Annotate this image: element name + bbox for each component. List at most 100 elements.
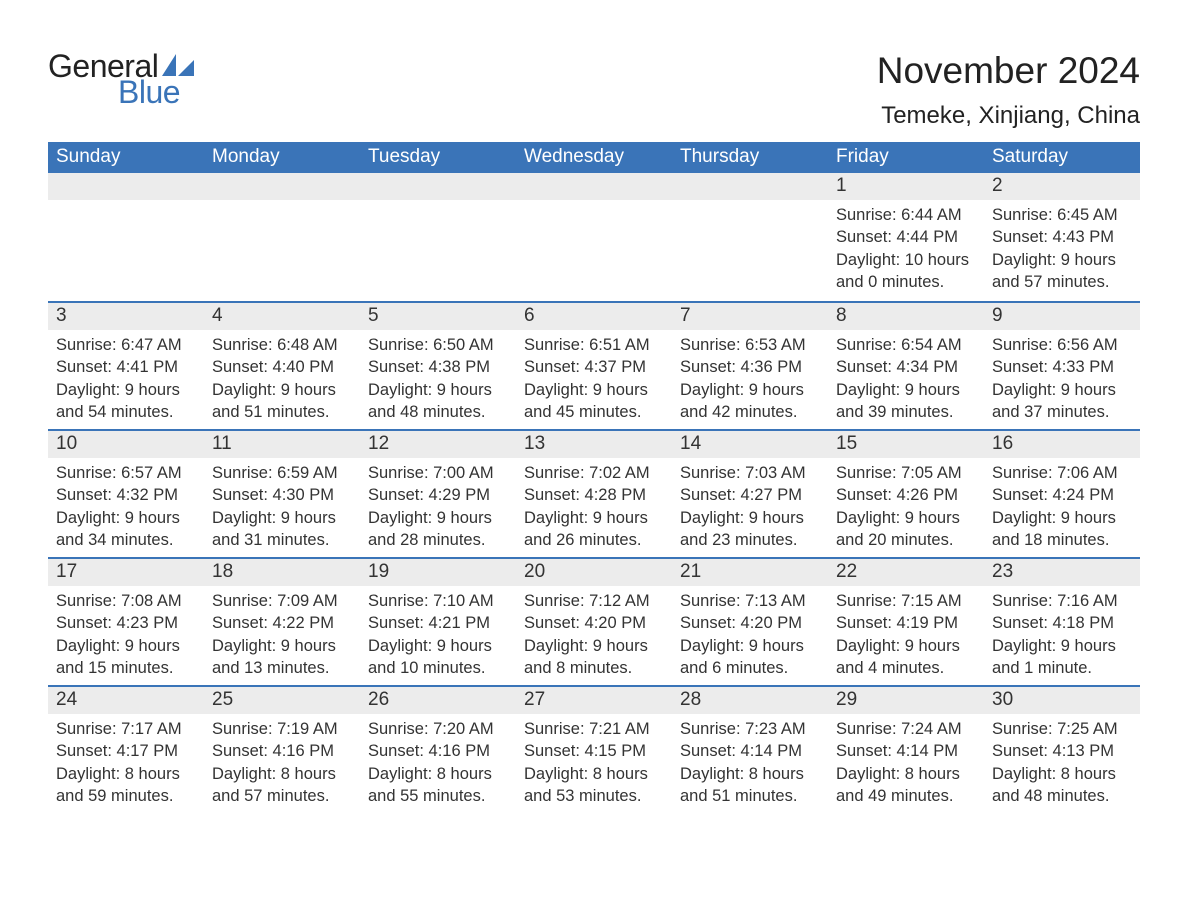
day-dl1: Daylight: 8 hours <box>368 763 508 785</box>
day-dl1: Daylight: 8 hours <box>680 763 820 785</box>
day-sunset: Sunset: 4:32 PM <box>56 484 196 506</box>
day-dl2: and 51 minutes. <box>680 785 820 807</box>
day-sunset: Sunset: 4:41 PM <box>56 356 196 378</box>
day-body: Sunrise: 7:19 AMSunset: 4:16 PMDaylight:… <box>204 714 360 813</box>
day-sunrise: Sunrise: 7:05 AM <box>836 462 976 484</box>
day-number <box>672 173 828 200</box>
day-dl2: and 49 minutes. <box>836 785 976 807</box>
day-body: Sunrise: 6:47 AMSunset: 4:41 PMDaylight:… <box>48 330 204 429</box>
day-dl2: and 26 minutes. <box>524 529 664 551</box>
day-cell: 17Sunrise: 7:08 AMSunset: 4:23 PMDayligh… <box>48 559 204 685</box>
day-dl2: and 23 minutes. <box>680 529 820 551</box>
day-body: Sunrise: 7:08 AMSunset: 4:23 PMDaylight:… <box>48 586 204 685</box>
day-dl1: Daylight: 9 hours <box>56 635 196 657</box>
day-dl2: and 8 minutes. <box>524 657 664 679</box>
day-cell <box>516 173 672 301</box>
day-body: Sunrise: 7:16 AMSunset: 4:18 PMDaylight:… <box>984 586 1140 685</box>
day-body: Sunrise: 7:25 AMSunset: 4:13 PMDaylight:… <box>984 714 1140 813</box>
day-cell: 27Sunrise: 7:21 AMSunset: 4:15 PMDayligh… <box>516 687 672 813</box>
day-sunrise: Sunrise: 7:02 AM <box>524 462 664 484</box>
day-sunrise: Sunrise: 6:59 AM <box>212 462 352 484</box>
day-sunset: Sunset: 4:19 PM <box>836 612 976 634</box>
day-number <box>204 173 360 200</box>
day-sunrise: Sunrise: 7:03 AM <box>680 462 820 484</box>
day-body: Sunrise: 6:50 AMSunset: 4:38 PMDaylight:… <box>360 330 516 429</box>
day-dl2: and 13 minutes. <box>212 657 352 679</box>
day-sunset: Sunset: 4:22 PM <box>212 612 352 634</box>
day-dl1: Daylight: 9 hours <box>836 379 976 401</box>
day-dl1: Daylight: 8 hours <box>836 763 976 785</box>
day-body: Sunrise: 6:56 AMSunset: 4:33 PMDaylight:… <box>984 330 1140 429</box>
day-sunrise: Sunrise: 6:44 AM <box>836 204 976 226</box>
day-cell: 20Sunrise: 7:12 AMSunset: 4:20 PMDayligh… <box>516 559 672 685</box>
day-body: Sunrise: 7:20 AMSunset: 4:16 PMDaylight:… <box>360 714 516 813</box>
day-sunrise: Sunrise: 7:09 AM <box>212 590 352 612</box>
day-number <box>360 173 516 200</box>
day-sunset: Sunset: 4:13 PM <box>992 740 1132 762</box>
day-body: Sunrise: 6:57 AMSunset: 4:32 PMDaylight:… <box>48 458 204 557</box>
day-body: Sunrise: 7:10 AMSunset: 4:21 PMDaylight:… <box>360 586 516 685</box>
day-cell: 15Sunrise: 7:05 AMSunset: 4:26 PMDayligh… <box>828 431 984 557</box>
week-row: 24Sunrise: 7:17 AMSunset: 4:17 PMDayligh… <box>48 685 1140 813</box>
day-cell: 18Sunrise: 7:09 AMSunset: 4:22 PMDayligh… <box>204 559 360 685</box>
day-cell <box>204 173 360 301</box>
day-dl2: and 48 minutes. <box>992 785 1132 807</box>
day-sunrise: Sunrise: 7:15 AM <box>836 590 976 612</box>
day-number: 23 <box>984 559 1140 586</box>
day-body: Sunrise: 7:09 AMSunset: 4:22 PMDaylight:… <box>204 586 360 685</box>
brand-logo: General Blue <box>48 50 194 108</box>
day-cell <box>48 173 204 301</box>
day-number: 9 <box>984 303 1140 330</box>
day-number <box>516 173 672 200</box>
day-body: Sunrise: 7:21 AMSunset: 4:15 PMDaylight:… <box>516 714 672 813</box>
day-dl1: Daylight: 8 hours <box>992 763 1132 785</box>
day-number: 8 <box>828 303 984 330</box>
day-dl1: Daylight: 9 hours <box>56 507 196 529</box>
day-sunrise: Sunrise: 7:21 AM <box>524 718 664 740</box>
day-number: 28 <box>672 687 828 714</box>
day-number: 7 <box>672 303 828 330</box>
day-dl1: Daylight: 9 hours <box>680 507 820 529</box>
day-sunset: Sunset: 4:26 PM <box>836 484 976 506</box>
day-body: Sunrise: 7:23 AMSunset: 4:14 PMDaylight:… <box>672 714 828 813</box>
day-body: Sunrise: 7:03 AMSunset: 4:27 PMDaylight:… <box>672 458 828 557</box>
day-sunset: Sunset: 4:20 PM <box>680 612 820 634</box>
day-sunrise: Sunrise: 7:19 AM <box>212 718 352 740</box>
day-body: Sunrise: 7:02 AMSunset: 4:28 PMDaylight:… <box>516 458 672 557</box>
day-cell <box>672 173 828 301</box>
day-sunset: Sunset: 4:29 PM <box>368 484 508 506</box>
dow-cell: Saturday <box>984 142 1140 173</box>
day-dl1: Daylight: 8 hours <box>56 763 196 785</box>
day-body: Sunrise: 6:51 AMSunset: 4:37 PMDaylight:… <box>516 330 672 429</box>
week-row: 17Sunrise: 7:08 AMSunset: 4:23 PMDayligh… <box>48 557 1140 685</box>
day-sunset: Sunset: 4:37 PM <box>524 356 664 378</box>
day-cell: 24Sunrise: 7:17 AMSunset: 4:17 PMDayligh… <box>48 687 204 813</box>
day-dl2: and 55 minutes. <box>368 785 508 807</box>
day-body: Sunrise: 6:54 AMSunset: 4:34 PMDaylight:… <box>828 330 984 429</box>
day-sunrise: Sunrise: 6:54 AM <box>836 334 976 356</box>
day-sunrise: Sunrise: 7:06 AM <box>992 462 1132 484</box>
day-body: Sunrise: 7:06 AMSunset: 4:24 PMDaylight:… <box>984 458 1140 557</box>
day-dl2: and 34 minutes. <box>56 529 196 551</box>
day-body: Sunrise: 7:05 AMSunset: 4:26 PMDaylight:… <box>828 458 984 557</box>
day-sunset: Sunset: 4:17 PM <box>56 740 196 762</box>
day-sunrise: Sunrise: 7:20 AM <box>368 718 508 740</box>
day-number: 21 <box>672 559 828 586</box>
day-cell: 3Sunrise: 6:47 AMSunset: 4:41 PMDaylight… <box>48 303 204 429</box>
day-cell: 12Sunrise: 7:00 AMSunset: 4:29 PMDayligh… <box>360 431 516 557</box>
day-dl2: and 1 minute. <box>992 657 1132 679</box>
day-dl1: Daylight: 9 hours <box>368 635 508 657</box>
day-cell: 6Sunrise: 6:51 AMSunset: 4:37 PMDaylight… <box>516 303 672 429</box>
day-sunrise: Sunrise: 6:56 AM <box>992 334 1132 356</box>
day-body: Sunrise: 6:44 AMSunset: 4:44 PMDaylight:… <box>828 200 984 299</box>
day-sunset: Sunset: 4:23 PM <box>56 612 196 634</box>
day-cell: 28Sunrise: 7:23 AMSunset: 4:14 PMDayligh… <box>672 687 828 813</box>
day-sunrise: Sunrise: 6:51 AM <box>524 334 664 356</box>
day-body: Sunrise: 7:17 AMSunset: 4:17 PMDaylight:… <box>48 714 204 813</box>
day-sunrise: Sunrise: 6:48 AM <box>212 334 352 356</box>
day-number: 24 <box>48 687 204 714</box>
day-body: Sunrise: 6:53 AMSunset: 4:36 PMDaylight:… <box>672 330 828 429</box>
day-dl1: Daylight: 9 hours <box>992 249 1132 271</box>
day-cell: 13Sunrise: 7:02 AMSunset: 4:28 PMDayligh… <box>516 431 672 557</box>
day-dl1: Daylight: 8 hours <box>524 763 664 785</box>
